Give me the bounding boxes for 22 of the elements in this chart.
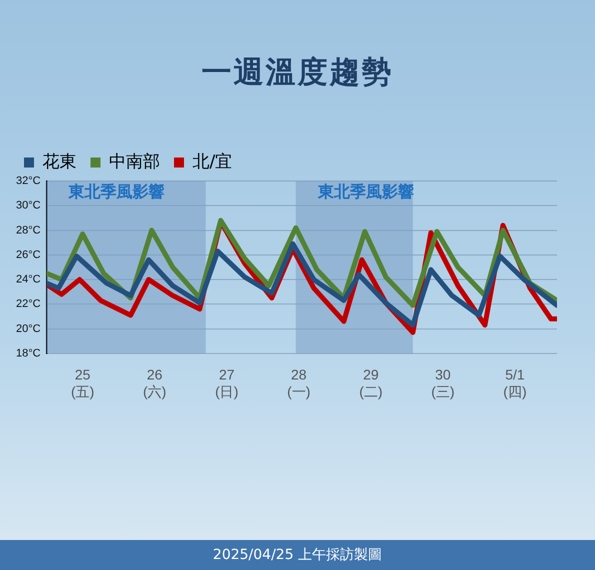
x-tick-label: 30 (三) [431, 366, 455, 400]
y-tick-label: 18°C [16, 347, 41, 360]
y-tick-label: 24°C [16, 274, 41, 286]
y-tick-label: 32°C [16, 175, 41, 188]
x-tick-label: 26 (六) [143, 366, 166, 400]
x-tick-label: 29 (二) [359, 366, 383, 400]
x-tick-label: 25 (五) [70, 366, 94, 400]
y-tick-label: 28°C [16, 224, 41, 236]
band-label: 東北季風影響 [316, 182, 414, 202]
text: 2025/04/25 上午採訪製圖 [0, 540, 595, 570]
legend-label: 北/宜 [192, 152, 232, 172]
x-tick-label: 5/1 (四) [503, 366, 527, 400]
y-tick-label: 20°C [16, 322, 41, 335]
y-tick-label: 26°C [16, 248, 41, 261]
band-label: 東北季風影響 [68, 182, 165, 202]
x-tick-label: 28 (一) [287, 366, 310, 400]
legend-label: 中南部 [109, 152, 160, 172]
y-tick-label: 22°C [16, 298, 41, 310]
x-tick-label: 27 (日) [215, 366, 238, 400]
y-tick-label: 30°C [16, 200, 41, 212]
legend-label: 花東 [42, 152, 76, 172]
chart-title: 一週溫度趨勢 [200, 54, 394, 92]
